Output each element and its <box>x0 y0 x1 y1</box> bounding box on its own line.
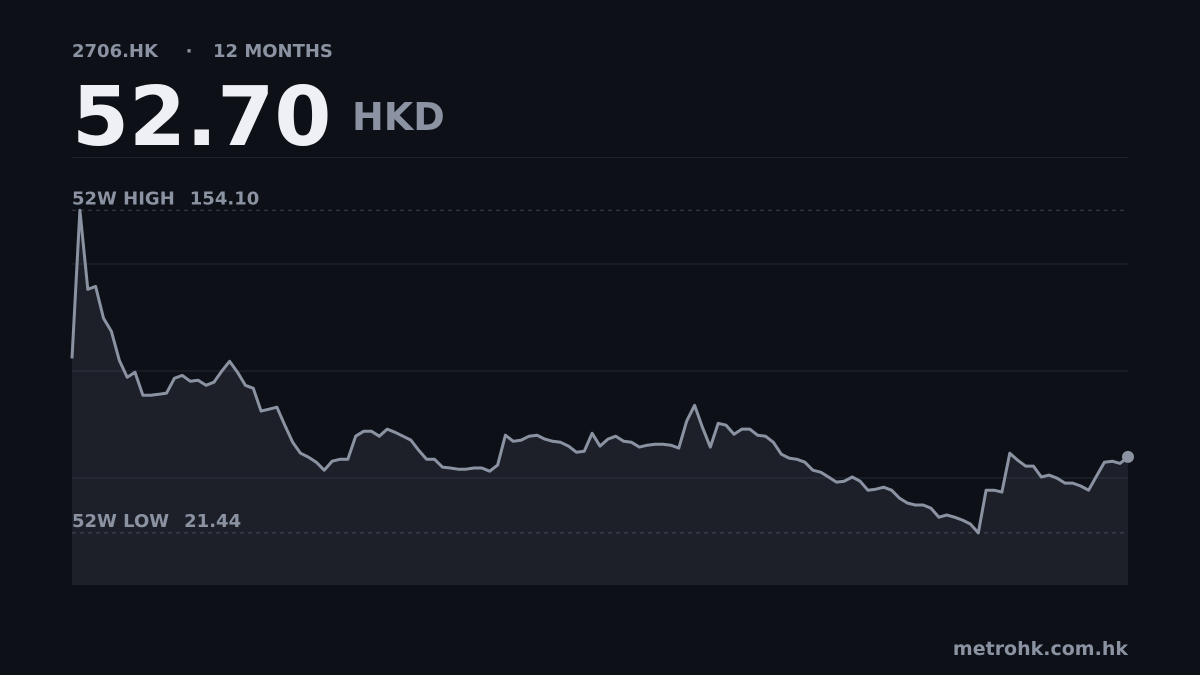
ticker: 2706.HK <box>72 41 159 62</box>
last-point <box>1122 450 1134 463</box>
currency: HKD <box>352 95 445 139</box>
low-label: 52W LOW <box>72 511 169 532</box>
separator: · <box>186 41 193 62</box>
source: metrohk.com.hk <box>953 638 1128 660</box>
period: 12 MONTHS <box>213 41 333 62</box>
high-value: 154.10 <box>190 188 259 209</box>
price-line <box>70 208 1129 535</box>
price: 52.70 <box>72 70 331 165</box>
low-value: 21.44 <box>184 511 241 532</box>
area-fill <box>72 210 1128 586</box>
high-label: 52W HIGH <box>72 188 175 209</box>
